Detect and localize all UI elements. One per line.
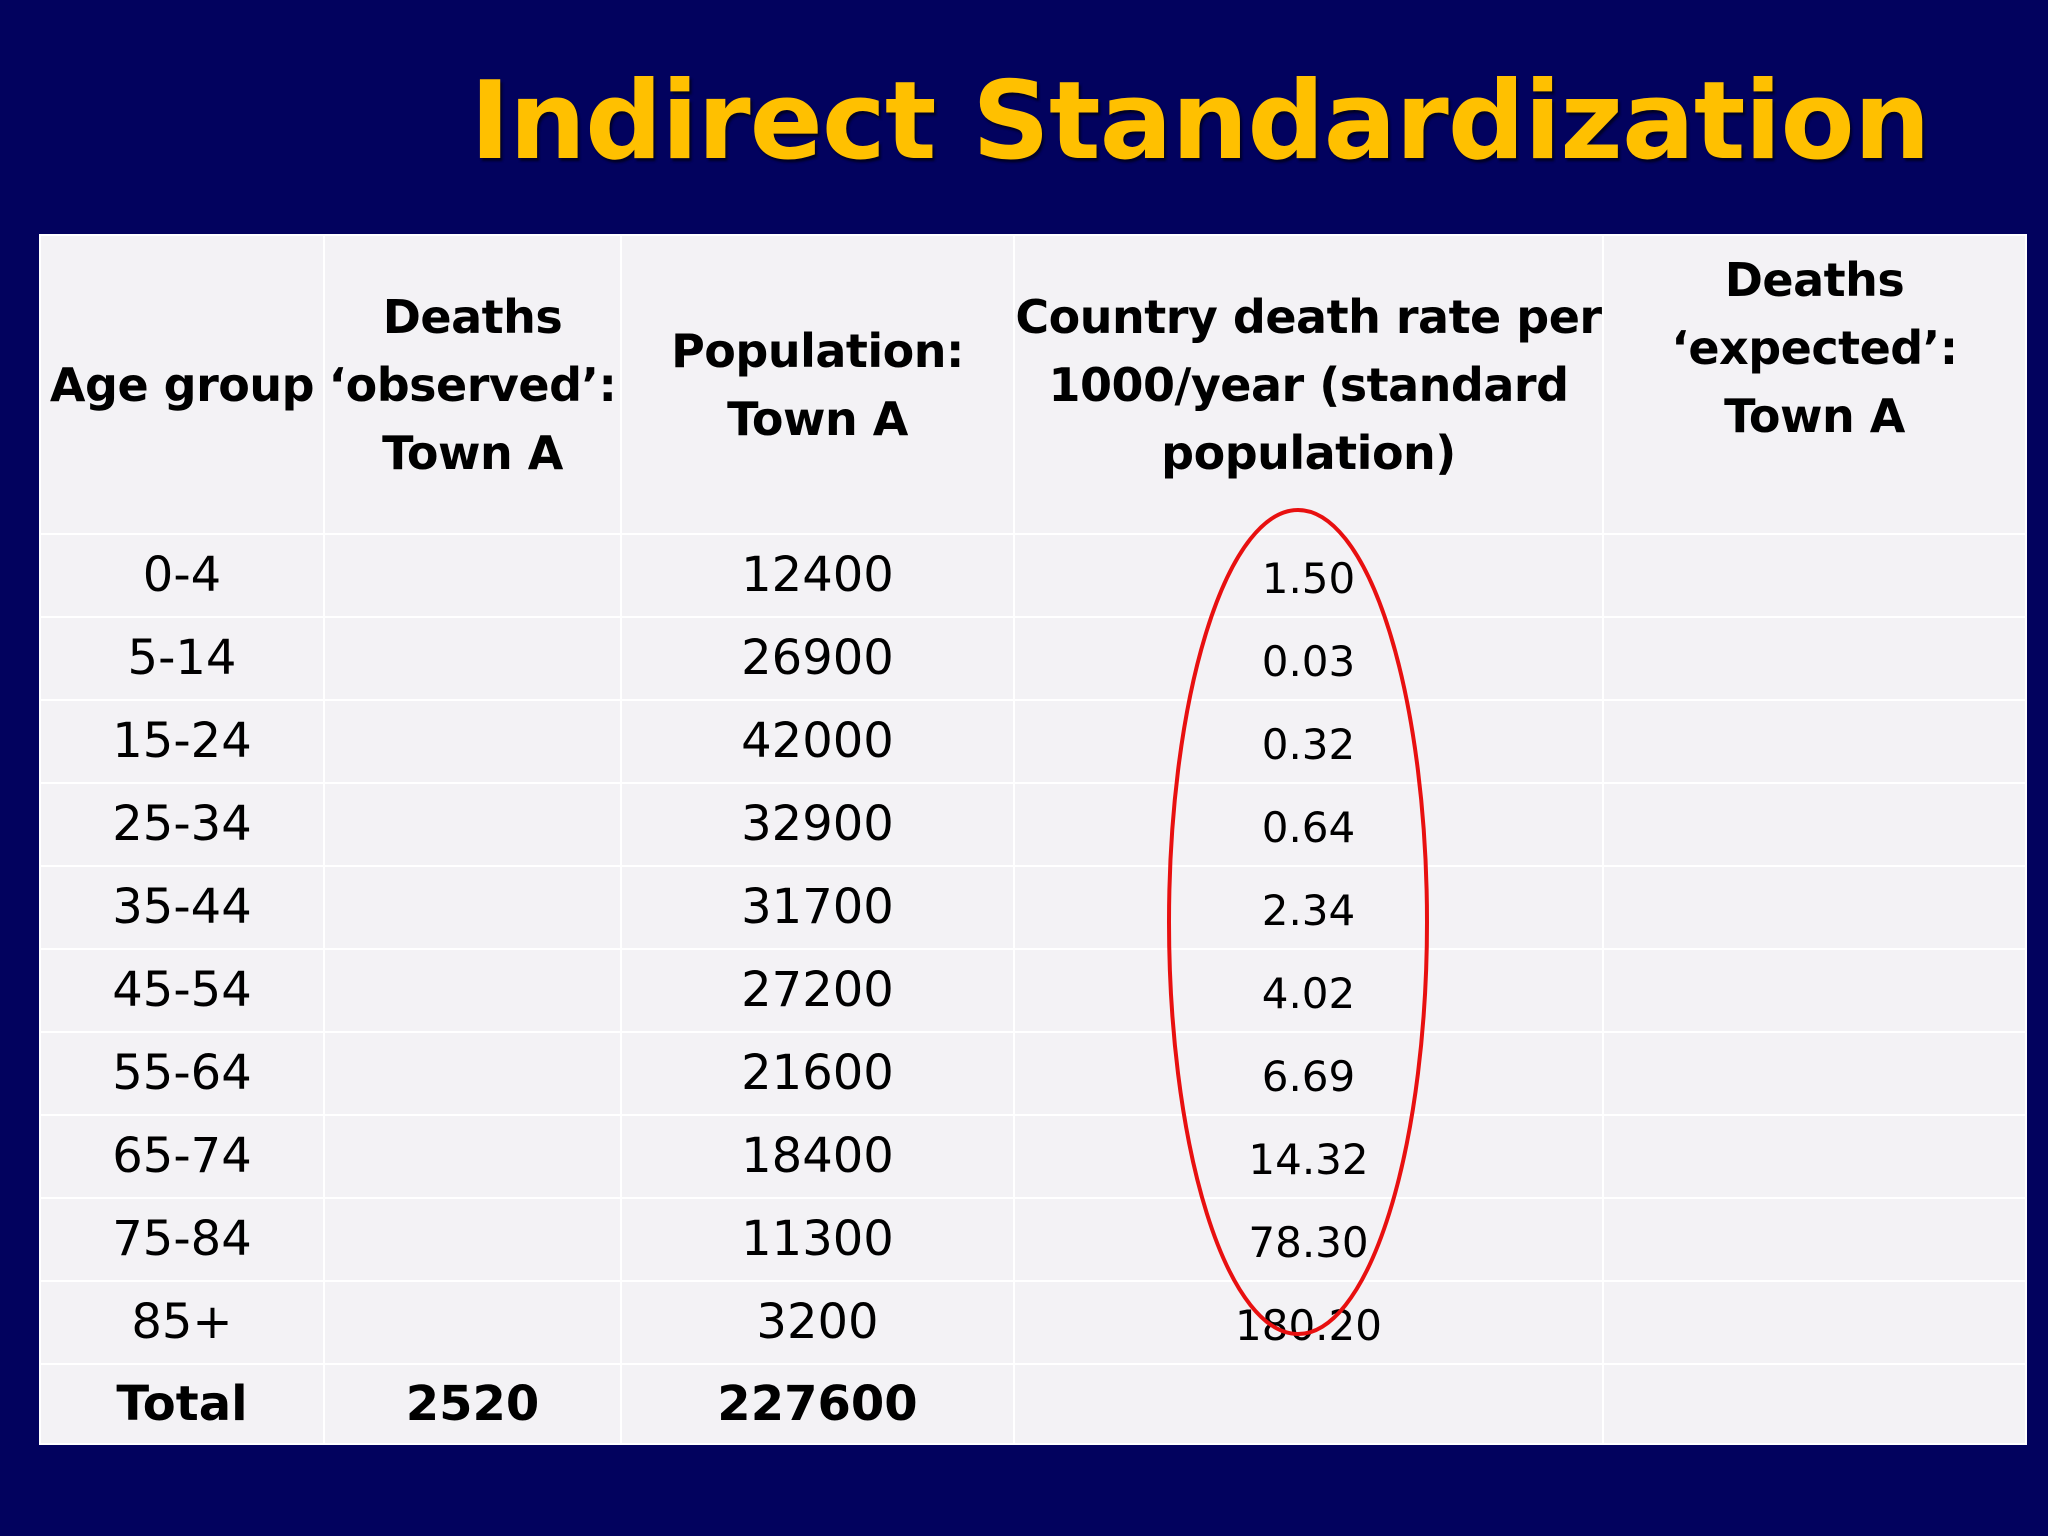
header-deaths-expected: Deaths ‘expected’: Town A <box>1602 234 2027 535</box>
age-group-cell: 55-64 <box>39 1031 325 1116</box>
population-cell: 21600 <box>620 1031 1015 1116</box>
expected-cell <box>1602 699 2027 784</box>
header-population: Population: Town A <box>620 234 1015 535</box>
header-age-group: Age group <box>39 234 325 535</box>
table-total-row: Total 2520 227600 <box>39 1363 2027 1445</box>
rate-cell: 78.30 <box>1013 1197 1604 1282</box>
table-row: 75-84 11300 78.30 <box>39 1197 2027 1282</box>
expected-cell <box>1602 1280 2027 1365</box>
population-cell: 26900 <box>620 616 1015 701</box>
header-deaths-observed: Deaths ‘observed’: Town A <box>323 234 622 535</box>
population-cell: 12400 <box>620 533 1015 618</box>
observed-cell <box>323 865 622 950</box>
population-cell: 27200 <box>620 948 1015 1033</box>
table-row: 15-24 42000 0.32 <box>39 699 2027 784</box>
population-cell: 3200 <box>620 1280 1015 1365</box>
total-rate <box>1013 1363 1604 1445</box>
table-row: 35-44 31700 2.34 <box>39 865 2027 950</box>
rate-cell: 0.03 <box>1013 616 1604 701</box>
population-cell: 11300 <box>620 1197 1015 1282</box>
expected-cell <box>1602 782 2027 867</box>
population-cell: 42000 <box>620 699 1015 784</box>
age-group-cell: 0-4 <box>39 533 325 618</box>
expected-cell <box>1602 1031 2027 1116</box>
rate-cell: 180.20 <box>1013 1280 1604 1365</box>
population-cell: 31700 <box>620 865 1015 950</box>
age-group-cell: 75-84 <box>39 1197 325 1282</box>
expected-cell <box>1602 865 2027 950</box>
rate-cell: 14.32 <box>1013 1114 1604 1199</box>
table-row: 65-74 18400 14.32 <box>39 1114 2027 1199</box>
age-group-cell: 15-24 <box>39 699 325 784</box>
standardization-table: Age group Deaths ‘observed’: Town A Popu… <box>39 234 2027 1445</box>
rate-cell: 6.69 <box>1013 1031 1604 1116</box>
expected-cell <box>1602 1197 2027 1282</box>
total-label: Total <box>39 1363 325 1445</box>
table-row: 0-4 12400 1.50 <box>39 533 2027 618</box>
table-row: 5-14 26900 0.03 <box>39 616 2027 701</box>
observed-cell <box>323 699 622 784</box>
age-group-cell: 25-34 <box>39 782 325 867</box>
table-row: 25-34 32900 0.64 <box>39 782 2027 867</box>
age-group-cell: 85+ <box>39 1280 325 1365</box>
header-country-death-rate: Country death rate per 1000/year (standa… <box>1013 234 1604 535</box>
rate-cell: 4.02 <box>1013 948 1604 1033</box>
observed-cell <box>323 1280 622 1365</box>
expected-cell <box>1602 948 2027 1033</box>
observed-cell <box>323 948 622 1033</box>
table-row: 45-54 27200 4.02 <box>39 948 2027 1033</box>
observed-cell <box>323 782 622 867</box>
population-cell: 18400 <box>620 1114 1015 1199</box>
expected-cell <box>1602 1114 2027 1199</box>
slide-title: Indirect Standardization <box>470 59 1931 184</box>
age-group-cell: 45-54 <box>39 948 325 1033</box>
total-expected <box>1602 1363 2027 1445</box>
observed-cell <box>323 616 622 701</box>
observed-cell <box>323 1031 622 1116</box>
population-cell: 32900 <box>620 782 1015 867</box>
table-row: 55-64 21600 6.69 <box>39 1031 2027 1116</box>
rate-cell: 0.32 <box>1013 699 1604 784</box>
observed-cell <box>323 1114 622 1199</box>
age-group-cell: 65-74 <box>39 1114 325 1199</box>
observed-cell <box>323 533 622 618</box>
rate-cell: 0.64 <box>1013 782 1604 867</box>
expected-cell <box>1602 533 2027 618</box>
table-header-row: Age group Deaths ‘observed’: Town A Popu… <box>39 234 2027 535</box>
table-row: 85+ 3200 180.20 <box>39 1280 2027 1365</box>
total-observed: 2520 <box>323 1363 622 1445</box>
total-population: 227600 <box>620 1363 1015 1445</box>
expected-cell <box>1602 616 2027 701</box>
age-group-cell: 5-14 <box>39 616 325 701</box>
observed-cell <box>323 1197 622 1282</box>
rate-cell: 2.34 <box>1013 865 1604 950</box>
rate-cell: 1.50 <box>1013 533 1604 618</box>
age-group-cell: 35-44 <box>39 865 325 950</box>
